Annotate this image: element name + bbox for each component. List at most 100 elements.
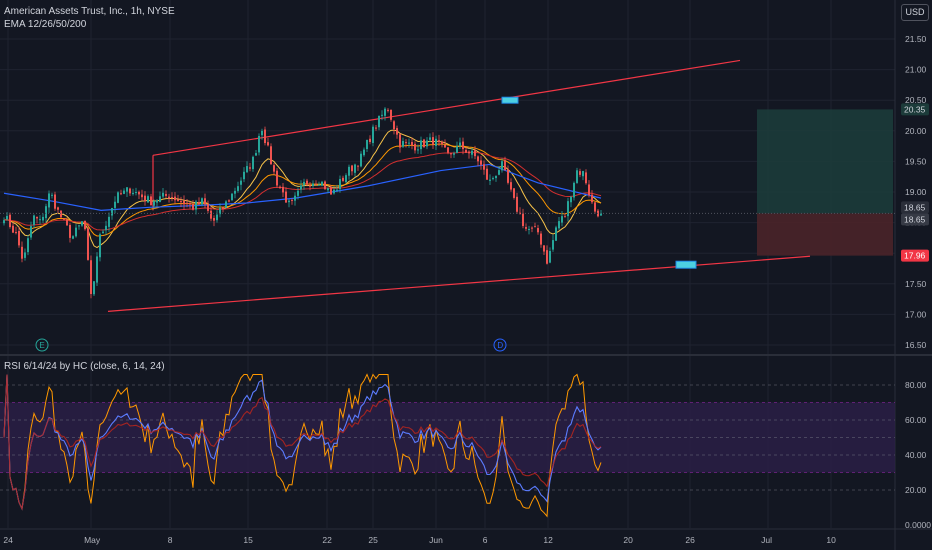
candle [18, 230, 20, 246]
time-tick-label: 24 [3, 535, 13, 545]
candle [42, 216, 44, 221]
candle [216, 214, 218, 221]
candle [183, 200, 185, 205]
earnings-marker[interactable]: E [35, 338, 49, 352]
time-tick-label: 10 [826, 535, 836, 545]
candle [114, 201, 116, 208]
target-zone[interactable] [757, 109, 893, 214]
candle [108, 216, 110, 227]
candle [132, 192, 134, 195]
currency-button[interactable]: USD [901, 4, 929, 21]
time-tick-label: 12 [543, 535, 553, 545]
candle [309, 185, 311, 187]
swing-high-marker[interactable] [501, 96, 519, 104]
rsi-tick-label: 0.0000 [905, 520, 931, 530]
candle [573, 182, 575, 198]
candle [291, 199, 293, 201]
candle [474, 150, 476, 157]
candle [459, 142, 461, 146]
candle [429, 137, 431, 140]
candle [117, 192, 119, 203]
candle [297, 190, 299, 196]
candle [486, 168, 488, 180]
symbol-title: American Assets Trust, Inc., 1h, NYSE [4, 6, 175, 17]
prior-close-label: 18.65 [904, 214, 926, 224]
candle [414, 143, 416, 151]
candle [150, 196, 152, 206]
candle [267, 142, 269, 146]
time-tick-label: May [84, 535, 101, 545]
dividend-marker-ring[interactable] [493, 338, 507, 352]
candle [252, 156, 254, 170]
candle [90, 260, 92, 295]
candle [549, 250, 551, 263]
channel-upper-line[interactable] [152, 59, 741, 156]
candle [492, 178, 494, 180]
candle [189, 202, 191, 205]
price-tick-label: 17.50 [905, 279, 927, 289]
candle [135, 192, 137, 194]
candle [522, 213, 524, 227]
stop-zone[interactable] [757, 213, 893, 256]
candle [552, 240, 554, 250]
candle [399, 134, 401, 148]
time-tick-label: Jul [761, 535, 772, 545]
candle [483, 164, 485, 170]
candle [261, 130, 263, 136]
candle [588, 184, 590, 196]
candle [99, 234, 101, 258]
time-tick-label: 26 [685, 535, 695, 545]
candle [324, 181, 326, 190]
earnings-marker-ring[interactable] [35, 338, 49, 352]
candle [156, 200, 158, 203]
candle [12, 225, 14, 233]
candle [60, 210, 62, 218]
candle [582, 171, 584, 177]
candle [342, 177, 344, 181]
candle [33, 215, 35, 225]
candle [528, 228, 530, 230]
rsi-tick-label: 20.00 [905, 485, 927, 495]
price-tick-label: 20.50 [905, 95, 927, 105]
dividend-marker[interactable]: D [493, 338, 507, 352]
stop-price-label-bg [901, 249, 929, 262]
candle [306, 180, 308, 185]
candle [348, 166, 350, 176]
swing-low-marker[interactable] [675, 260, 697, 269]
candle [63, 218, 65, 220]
candle [243, 171, 245, 180]
candle [591, 194, 593, 203]
candle [345, 175, 347, 183]
candle [327, 188, 329, 191]
candle [192, 204, 194, 210]
candle [204, 198, 206, 205]
candle [600, 213, 602, 216]
price-tick-label: 19.50 [905, 156, 927, 166]
candle [456, 146, 458, 153]
candle [423, 139, 425, 148]
candle [576, 170, 578, 183]
time-tick-label: Jun [429, 535, 443, 545]
candle [498, 170, 500, 175]
candle [426, 140, 428, 147]
candle [315, 183, 317, 185]
target-price-label-bg [901, 103, 929, 116]
candle [138, 191, 140, 195]
candle [225, 201, 227, 208]
candle [465, 149, 467, 153]
candle [531, 227, 533, 229]
candle [72, 236, 74, 239]
candle [333, 189, 335, 194]
candle [246, 166, 248, 173]
candle [264, 129, 266, 144]
stop-price-label: 17.96 [904, 251, 926, 261]
candle [144, 195, 146, 202]
candle [558, 221, 560, 229]
candle [270, 146, 272, 165]
candle [501, 161, 503, 171]
candle [468, 151, 470, 154]
candle [405, 142, 407, 144]
candle [381, 114, 383, 116]
candle [255, 153, 257, 156]
